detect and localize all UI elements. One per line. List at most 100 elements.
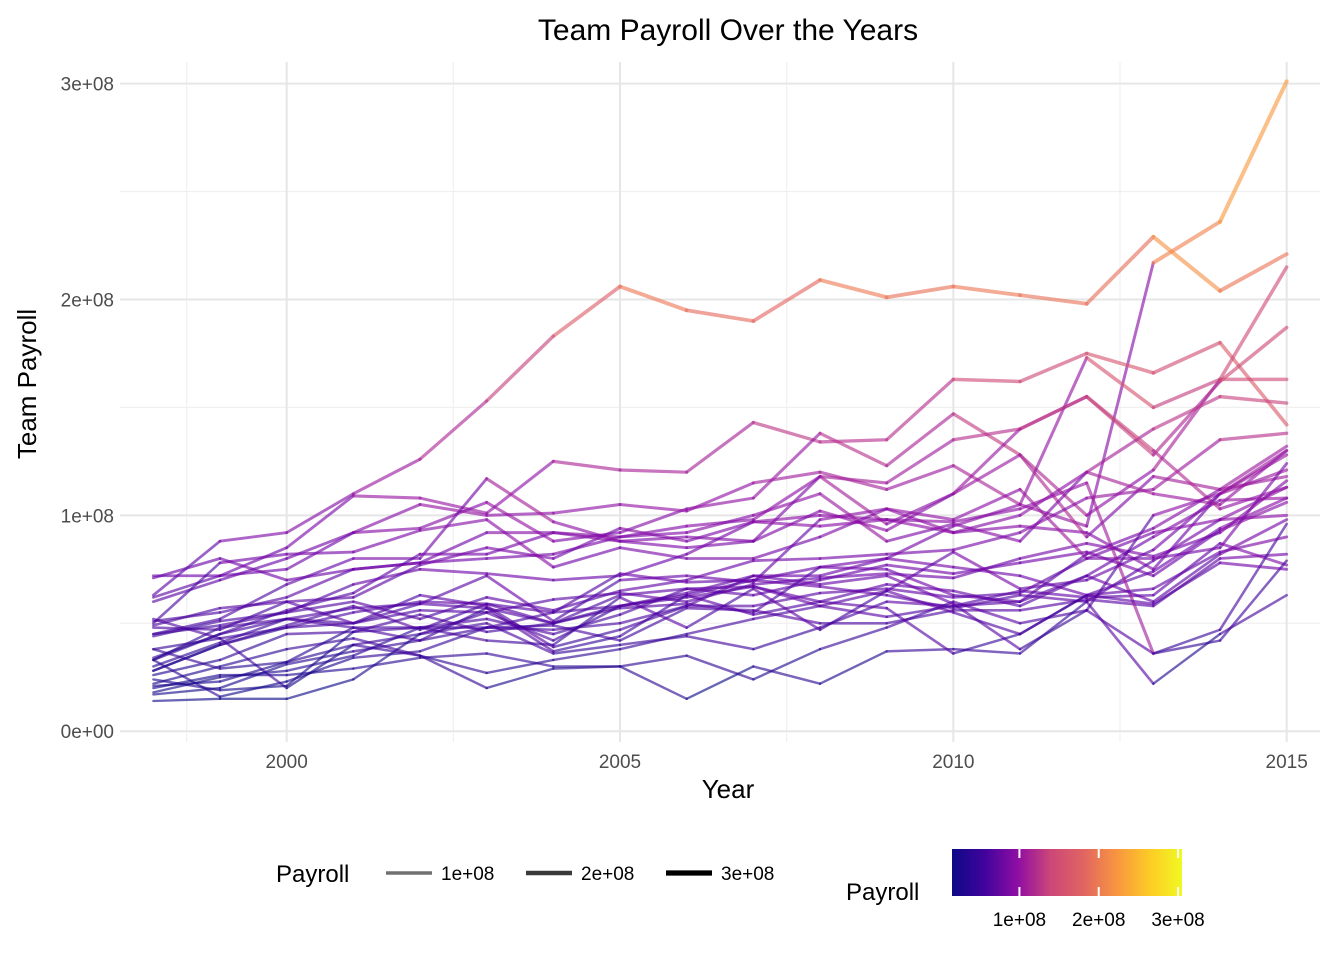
- series-22-segment-0: [152, 561, 222, 625]
- series-25-segment-3: [352, 600, 422, 614]
- series-line-23: [151, 394, 1289, 582]
- series-8-segment-13: [1018, 470, 1089, 543]
- series-3-segment-11: [885, 412, 955, 468]
- series-23-segment-3: [351, 561, 422, 571]
- series-17-segment-9: [752, 626, 822, 651]
- chart-title: Team Payroll Over the Years: [538, 14, 918, 47]
- series-27-segment-15: [1151, 550, 1222, 591]
- series-8-segment-7: [618, 531, 689, 539]
- series-21-segment-7: [618, 604, 688, 632]
- series-21-segment-16: [1218, 468, 1289, 496]
- series-26-segment-13: [1018, 574, 1089, 604]
- series-13-segment-10: [818, 563, 889, 582]
- series-0-segment-8: [684, 308, 756, 323]
- series-5-segment-15: [1151, 377, 1222, 410]
- series-17-segment-13: [1018, 589, 1089, 599]
- series-26-segment-9: [752, 604, 822, 621]
- series-22-segment-15: [1151, 546, 1222, 560]
- series-26-segment-3: [352, 637, 422, 657]
- series-9-segment-10: [818, 507, 889, 522]
- series-2-segment-7: [618, 468, 689, 474]
- series-0-segment-3: [351, 457, 422, 496]
- series-2-segment-11: [885, 377, 955, 442]
- series-8-segment-12: [951, 522, 1022, 543]
- series-2-segment-3: [351, 494, 422, 500]
- series-24-segment-13: [1018, 481, 1089, 511]
- series-23-segment-10: [818, 509, 889, 532]
- x-tick-label-1: 2005: [599, 752, 641, 773]
- series-25-segment-7: [618, 572, 689, 584]
- series-23-segment-14: [1084, 394, 1156, 453]
- series-15-segment-16: [1218, 513, 1289, 522]
- series-19-segment-4: [418, 654, 488, 690]
- series-5-segment-6: [551, 503, 622, 515]
- series-4-segment-15: [1151, 379, 1222, 457]
- series-2-segment-10: [818, 438, 889, 444]
- series-24-segment-3: [351, 567, 422, 586]
- series-18-segment-3: [352, 656, 422, 670]
- series-18-segment-10: [818, 626, 888, 651]
- series-25-segment-11: [885, 557, 955, 569]
- series-13-segment-5: [485, 602, 555, 625]
- series-28-segment-5: [485, 639, 555, 647]
- series-28-segment-15: [1151, 492, 1222, 552]
- series-28-segment-10: [818, 589, 888, 632]
- series-3-segment-9: [751, 431, 822, 500]
- series-19-segment-13: [1018, 600, 1088, 655]
- series-23-segment-2: [285, 567, 355, 582]
- series-26-segment-8: [685, 617, 755, 636]
- series-21-segment-10: [818, 574, 889, 586]
- series-11-segment-0: [152, 637, 222, 651]
- series-line-24: [152, 481, 1288, 656]
- series-8-segment-9: [751, 492, 822, 517]
- series-20-segment-7: [618, 593, 688, 638]
- series-8-segment-11: [885, 522, 955, 543]
- series-5-segment-4: [418, 503, 489, 517]
- series-21-segment-11: [885, 574, 955, 606]
- series-0-segment-9: [751, 278, 822, 323]
- series-28-segment-11: [885, 550, 955, 593]
- y-tick-label-1: 1e+08: [61, 506, 114, 527]
- series-29-segment-11: [885, 567, 955, 597]
- series-line-2: [151, 340, 1289, 599]
- series-27-segment-2: [285, 654, 355, 672]
- series-26-segment-12: [952, 600, 1022, 608]
- series-28-segment-4: [418, 626, 488, 642]
- x-tick-label-0: 2000: [266, 752, 308, 773]
- series-4-segment-11: [885, 438, 955, 485]
- series-14-segment-15: [1151, 498, 1222, 539]
- series-2-segment-12: [951, 377, 1022, 384]
- series-0-segment-13: [1018, 293, 1089, 306]
- series-24-segment-10: [818, 518, 889, 528]
- series-8-segment-10: [818, 492, 889, 543]
- series-2-segment-16: [1218, 340, 1289, 427]
- series-29-segment-5: [485, 621, 555, 634]
- series-26-segment-5: [485, 658, 555, 675]
- series-7-segment-4: [418, 546, 489, 567]
- series-12-segment-11: [885, 587, 955, 599]
- series-18-segment-13: [1018, 609, 1088, 625]
- series-26-segment-14: [1085, 574, 1155, 604]
- series-19-segment-16: [1218, 593, 1288, 636]
- series-20-segment-15: [1151, 526, 1222, 573]
- series-5-segment-9: [751, 470, 822, 485]
- size-legend-label-1: 2e+08: [581, 864, 634, 885]
- series-line-0: [151, 234, 1289, 597]
- grid: [120, 62, 1320, 742]
- series-19-segment-1: [218, 637, 288, 690]
- series-28-segment-0: [152, 647, 222, 670]
- series-18-segment-0: [152, 673, 222, 690]
- series-24-segment-11: [885, 518, 955, 524]
- series-2-segment-14: [1084, 351, 1156, 375]
- series-0-segment-2: [285, 492, 355, 535]
- series-14-segment-3: [352, 632, 422, 647]
- series-0-segment-4: [418, 399, 489, 461]
- series-10-segment-2: [285, 600, 355, 614]
- series-2-segment-15: [1151, 340, 1222, 375]
- series-22-segment-16: [1218, 462, 1289, 550]
- series-14-segment-14: [1085, 535, 1155, 578]
- series-26-segment-7: [618, 632, 688, 651]
- series-22-segment-4: [418, 518, 489, 532]
- series-2-segment-8: [685, 420, 755, 474]
- series-3-segment-0: [151, 578, 222, 604]
